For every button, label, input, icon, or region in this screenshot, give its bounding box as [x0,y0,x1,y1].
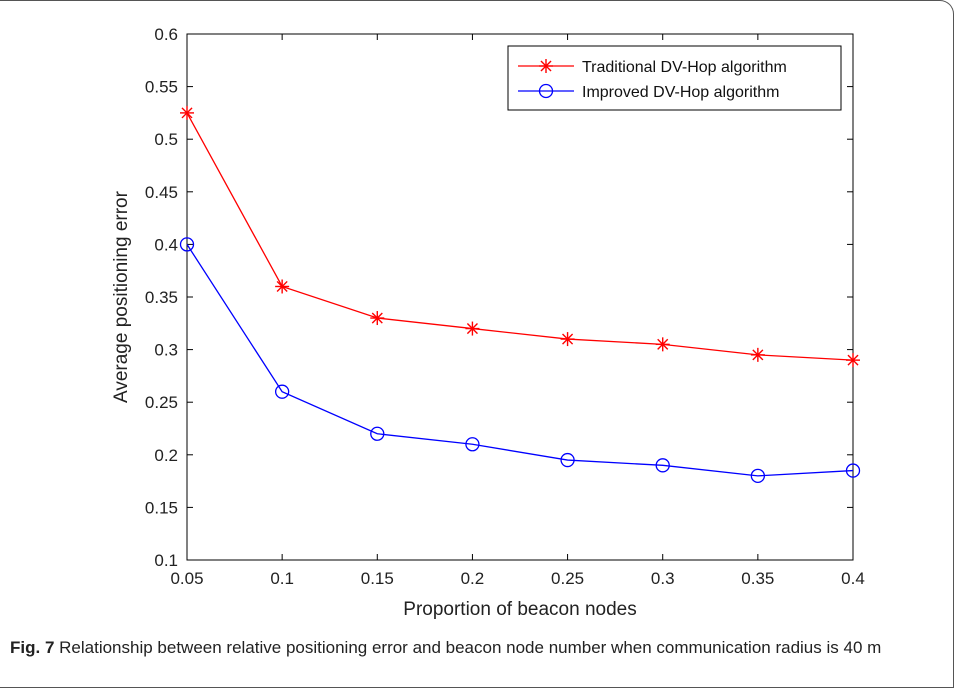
y-tick-label: 0.2 [154,446,178,465]
y-tick-label: 0.3 [154,341,178,360]
legend-label: Traditional DV-Hop algorithm [582,59,787,76]
legend-box [507,45,842,111]
y-tick-label: 0.55 [145,78,178,97]
data-point [370,311,385,326]
x-tick-label: 0.2 [461,569,485,588]
x-tick-label: 0.25 [551,569,584,588]
y-axis-label: Average positioning error [111,190,132,403]
y-tick-label: 0.35 [145,288,178,307]
x-tick-label: 0.15 [361,569,394,588]
data-point [655,337,670,352]
legend-item: Traditional DV-Hop algorithm [518,59,787,76]
data-point [274,384,290,399]
series-1 [180,105,860,368]
data-point [465,321,480,336]
y-tick-label: 0.15 [145,498,178,517]
y-tick-label: 0.25 [145,393,178,412]
line-chart: 0.05 0.1 0.15 0.2 0.25 0.3 0.35 0.40.10.150.20.… [111,25,865,620]
data-point [180,105,194,120]
y-tick-label: 0.4 [154,235,178,254]
axis-ticks: 0.05 0.1 0.15 0.2 0.25 0.3 0.35 0.40.10.150.20.… [145,25,865,588]
legend-marker [538,83,554,99]
legend-label: Improved DV-Hop algorithm [582,84,779,101]
plot-area [186,33,854,561]
figure-caption: Fig. 7 Relationship between relative pos… [10,636,940,660]
legend-item: Improved DV-Hop algorithm [518,83,779,101]
data-point [750,347,765,362]
legend-marker [539,59,553,73]
x-tick-label: 0.35 [741,569,774,588]
legend: Traditional DV-Hop algorithm Improved DV-… [507,45,842,111]
x-tick-label: 0.1 [270,569,294,588]
data-point [465,437,480,452]
data-point [846,353,860,368]
data-point [655,458,670,473]
x-tick-label: 0.4 [841,569,865,588]
series-layer [179,105,861,483]
data-point [179,237,195,252]
data-point [845,463,861,478]
x-tick-label: 0.05 [170,569,203,588]
x-axis-label: Proportion of beacon nodes [403,599,636,620]
data-point [560,452,575,468]
y-tick-label: 0.45 [145,183,178,202]
data-point [560,332,575,347]
y-tick-label: 0.1 [154,551,178,570]
caption-text: Relationship between relative positionin… [59,638,882,657]
series-2 [179,237,861,483]
series-line [186,244,854,477]
x-tick-label: 0.3 [651,569,675,588]
data-point [370,426,385,441]
data-point [275,279,290,294]
series-line [186,112,854,361]
caption-label: Fig. 7 [10,638,55,657]
y-tick-label: 0.6 [154,25,178,44]
data-point [750,468,766,483]
y-tick-label: 0.5 [154,130,178,149]
